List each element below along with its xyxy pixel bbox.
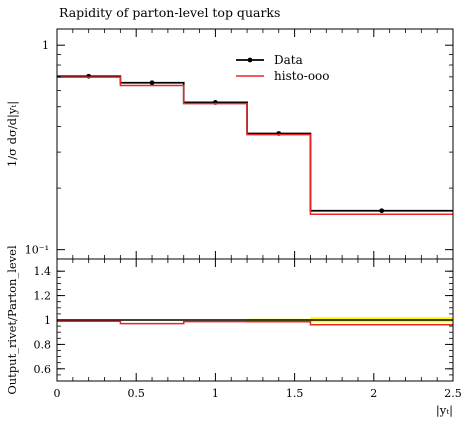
x-tick-label: 2 — [370, 387, 377, 400]
ratio-y-tick-label: 0.6 — [34, 363, 52, 376]
x-tick-label: 1.5 — [286, 387, 304, 400]
ratio-frame — [56, 258, 454, 382]
x-tick-label: 0 — [54, 387, 61, 400]
main-series-line-data — [57, 75, 453, 212]
y-axis-label-main: 1/σ dσ/d|yₜ| — [5, 101, 20, 167]
x-axis-label: |yₜ| — [436, 403, 453, 418]
legend-label-data: Data — [274, 53, 303, 67]
ratio-y-tick-label: 1.4 — [34, 265, 52, 278]
chart-title: Rapidity of parton-level top quarks — [59, 5, 280, 20]
main-frame — [56, 28, 454, 260]
legend-marker-data — [247, 57, 253, 63]
data-point — [379, 208, 385, 214]
ratio-y-tick-label: 1 — [44, 314, 51, 327]
data-point — [149, 80, 155, 86]
ratio-y-tick-label: 1.2 — [34, 290, 52, 303]
y-tick-label: 1 — [42, 39, 49, 52]
y-tick-label: 10⁻¹ — [25, 244, 49, 257]
main-series-line-histo-ooo — [57, 76, 453, 215]
x-tick-label: 0.5 — [127, 387, 145, 400]
x-tick-label: 2.5 — [444, 387, 462, 400]
ratio-y-tick-label: 0.8 — [34, 338, 52, 351]
ratio-series-line-histo-ooo — [57, 320, 453, 326]
x-tick-label: 1 — [212, 387, 219, 400]
legend-label-histo: histo-ooo — [274, 69, 330, 83]
data-point — [86, 73, 92, 79]
main-panel: Rapidity of parton-level top quarks 1 10⁻¹… — [5, 5, 454, 260]
ratio-panel: 0.6 0.8 1 1.2 1.4 0 0.5 1 1.5 2 2.5 |yₜ| Output_rive… — [5, 245, 462, 418]
y-axis-label-ratio: Output_rivet/Parton_level — [5, 245, 19, 395]
